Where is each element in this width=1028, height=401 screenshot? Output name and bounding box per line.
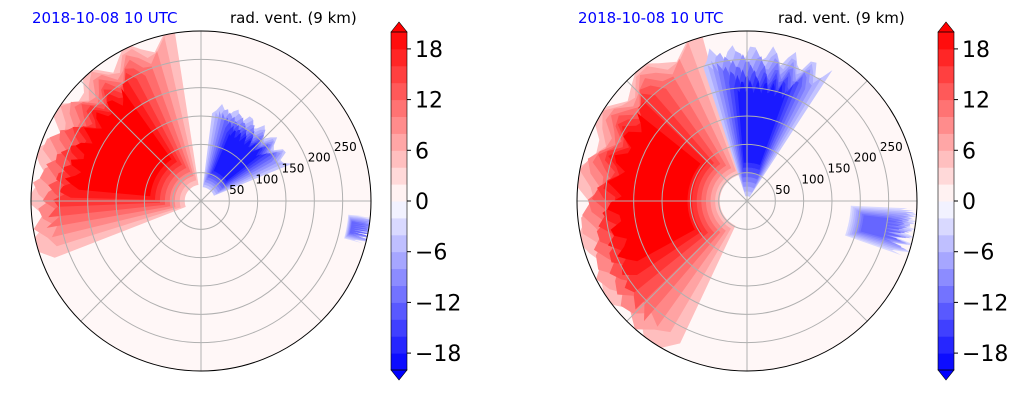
contour-negative-2-8 — [349, 221, 371, 236]
r-tick-label: 250 — [334, 140, 357, 154]
colorbar-segment — [391, 302, 407, 320]
r-tick-label: 150 — [282, 161, 305, 175]
colorbar-tick-label: 0 — [962, 190, 976, 215]
colorbar-segment — [391, 32, 407, 50]
r-tick-label: 200 — [854, 151, 877, 165]
colorbar-segment — [938, 319, 954, 337]
colorbar-segment — [938, 234, 954, 253]
r-tick-label: 50 — [775, 183, 790, 197]
timestamp-right: 2018-10-08 10 UTC — [578, 9, 724, 27]
colorbar-segment — [938, 285, 954, 303]
r-tick-label: 100 — [801, 172, 824, 186]
polar-boundary — [576, 30, 918, 372]
colorbar-segment — [938, 184, 954, 202]
theta-gridline-135 — [626, 80, 748, 202]
colorbar-segment — [938, 167, 954, 185]
colorbar-segment — [391, 82, 407, 101]
colorbar-segment — [938, 302, 954, 320]
contour-negative-2-8 — [860, 215, 904, 240]
colorbar-segment — [938, 336, 954, 354]
title-right: rad. vent. (9 km) — [778, 9, 905, 27]
colorbar-segment — [391, 217, 407, 236]
theta-gridline-315 — [200, 200, 322, 322]
colorbar-segment — [391, 99, 407, 117]
colorbar-right: 18 12 6 0 −6 −12 −18 — [937, 21, 1008, 381]
field-contours — [31, 31, 371, 258]
colorbar-segment — [391, 268, 407, 286]
colorbar-extend-min — [937, 369, 955, 381]
colorbar-tick-label: 12 — [415, 89, 443, 114]
colorbar-segment — [391, 150, 407, 168]
colorbar-left: 18 12 6 0 −6 −12 −18 — [390, 21, 461, 381]
colorbar-extend-max — [390, 21, 408, 33]
theta-gridline-315 — [746, 200, 868, 322]
r-tick-label: 50 — [229, 183, 244, 197]
r-tick-label: 100 — [255, 172, 278, 186]
colorbar-tick-label: −18 — [415, 342, 461, 367]
colorbar-segment — [391, 65, 407, 84]
colorbar-tick-label: 6 — [415, 139, 429, 164]
colorbar-tick-label: 6 — [962, 139, 976, 164]
polar-boundary — [30, 30, 372, 372]
contour-positive-0-8 — [64, 88, 172, 197]
field-contours — [577, 33, 917, 349]
colorbar-tick-label: −12 — [415, 291, 461, 316]
colorbar-tick-label: −6 — [962, 241, 994, 266]
colorbar-segment — [391, 133, 407, 151]
theta-gridline-225 — [80, 200, 202, 322]
colorbar-tick-label: −6 — [415, 241, 447, 266]
contour-negative-1-8 — [213, 130, 262, 181]
colorbar-tick-label: −18 — [962, 342, 1008, 367]
colorbar-segment — [391, 184, 407, 202]
colorbar-extend-max — [937, 21, 955, 33]
colorbar-segment — [391, 319, 407, 337]
colorbar-segment — [938, 65, 954, 84]
colorbar-segment — [938, 32, 954, 50]
colorbar-segment — [938, 201, 954, 219]
timestamp-left: 2018-10-08 10 UTC — [32, 9, 178, 27]
colorbar-segment — [938, 48, 954, 67]
panel-left: 2018-10-08 10 UTC rad. vent. (9 km) 50 10… — [30, 9, 461, 381]
title-left: rad. vent. (9 km) — [230, 9, 357, 27]
contour-negative-1-8 — [737, 79, 787, 165]
colorbar-segment — [391, 234, 407, 253]
colorbar-segment — [938, 82, 954, 101]
colorbar-segment — [938, 268, 954, 286]
colorbar-segment — [938, 353, 954, 371]
colorbar-tick-label: 12 — [962, 89, 990, 114]
colorbar-segment — [938, 99, 954, 117]
colorbar-segment — [391, 285, 407, 303]
colorbar-segment — [938, 217, 954, 236]
colorbar-segment — [391, 116, 407, 134]
colorbar-tick-label: −12 — [962, 291, 1008, 316]
theta-gridline-45 — [746, 80, 868, 202]
colorbar-segment — [938, 116, 954, 134]
colorbar-tick-label: 0 — [415, 190, 429, 215]
theta-gridline-135 — [80, 80, 202, 202]
r-tick-label: 250 — [880, 140, 903, 154]
colorbar-segment — [938, 251, 954, 270]
colorbar-segment — [938, 133, 954, 151]
colorbar-segment — [391, 251, 407, 270]
contour-positive-0-8 — [607, 112, 701, 262]
colorbar-extend-min — [390, 369, 408, 381]
panel-right: 2018-10-08 10 UTC rad. vent. (9 km) 50 10… — [576, 9, 1008, 381]
r-tick-label: 150 — [828, 161, 851, 175]
colorbar-tick-label: 18 — [962, 38, 990, 63]
r-tick-label: 200 — [308, 151, 331, 165]
colorbar-segment — [391, 48, 407, 67]
colorbar-segment — [391, 167, 407, 185]
colorbar-tick-label: 18 — [415, 38, 443, 63]
colorbar-segment — [391, 336, 407, 354]
theta-gridline-225 — [626, 200, 748, 322]
theta-gridline-45 — [200, 80, 322, 202]
colorbar-segment — [391, 353, 407, 371]
colorbar-segment — [391, 201, 407, 219]
colorbar-segment — [938, 150, 954, 168]
